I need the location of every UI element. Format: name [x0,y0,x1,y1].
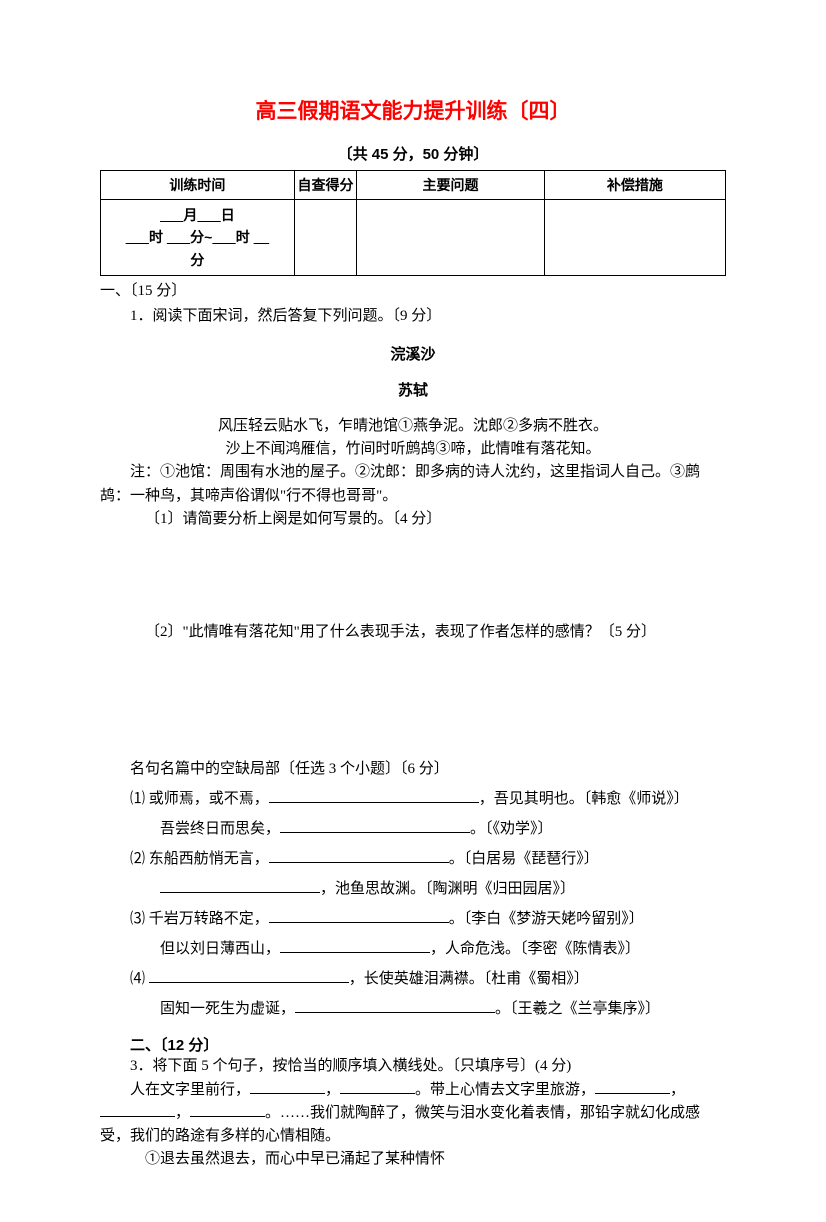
table-header-issue: 主要问题 [357,171,545,200]
fill-4a: ⑷ ，长使英雄泪满襟。〔杜甫《蜀相》〕 [130,964,726,994]
fill-3a: ⑶ 千岩万转路不定，。〔李白《梦游天姥吟留别》〕 [130,904,726,934]
q1-2: 〔2〕"此情唯有落花知"用了什么表现手法，表现了作者怎样的感情？〔5 分〕 [100,621,726,644]
info-table: 训练时间 自查得分 主要问题 补偿措施 月 日 时 分~ 时 分 [100,170,726,276]
table-cell-remedy [544,200,725,276]
section2-header: 二、〔12 分〕 [130,1034,726,1055]
q3-body: 人在文字里前行，，。带上心情去文字里旅游，，，。……我们就陶醉了，微笑与泪水变化… [100,1079,726,1149]
poem-note: 注：①池馆：周围有水池的屋子。②沈郎：即多病的诗人沈约，这里指词人自己。③鹧鸪：… [100,461,726,508]
table-cell-time: 月 日 时 分~ 时 分 [101,200,295,276]
table-header-remedy: 补偿措施 [544,171,725,200]
table-cell-score [294,200,357,276]
q1-1: 〔1〕请简要分析上阕是如何写景的。〔4 分〕 [100,508,726,531]
poem-line2: 沙上不闻鸿雁信，竹间时听鹧鸪③啼，此情唯有落花知。 [100,438,726,461]
fill-2a: ⑵ 东船西舫悄无言，。〔白居易《琵琶行》〕 [130,844,726,874]
document-title: 高三假期语文能力提升训练〔四〕 [100,95,726,125]
q1-intro: 1．阅读下面宋词，然后答复下列问题。〔9 分〕 [100,305,726,328]
fill-1c: 吾尝终日而思矣，。〔《劝学》〕 [160,814,726,844]
document-subtitle: 〔共 45 分，50 分钟〕 [100,143,726,164]
table-header-time: 训练时间 [101,171,295,200]
table-cell-issue [357,200,545,276]
section1-header: 一、〔15 分〕 [100,280,726,303]
fill-2c: ，池鱼思故渊。〔陶渊明《归田园居》〕 [160,874,726,904]
fill-1a: ⑴ 或师焉，或不焉，，吾见其明也。〔韩愈《师说》〕 [130,784,726,814]
poem-line1: 风压轻云贴水飞，乍晴池馆①燕争泥。沈郎②多病不胜衣。 [100,415,726,438]
table-header-score: 自查得分 [294,171,357,200]
q3-opt1: ①退去虽然退去，而心中早已涌起了某种情怀 [100,1148,726,1171]
fill-3c: 但以刘日薄西山，，人命危浅。〔李密《陈情表》〕 [160,934,726,964]
fill-4c: 固知一死生为虚诞，。〔王羲之《兰亭集序》〕 [160,994,726,1024]
q3-intro: 3．将下面 5 个句子，按恰当的顺序填入横线处。〔只填序号〕(4 分) [100,1055,726,1078]
poem-author: 苏轼 [100,379,726,400]
poem-title: 浣溪沙 [100,343,726,364]
q2-intro: 名句名篇中的空缺局部〔任选 3 个小题〕〔6 分〕 [130,754,726,784]
